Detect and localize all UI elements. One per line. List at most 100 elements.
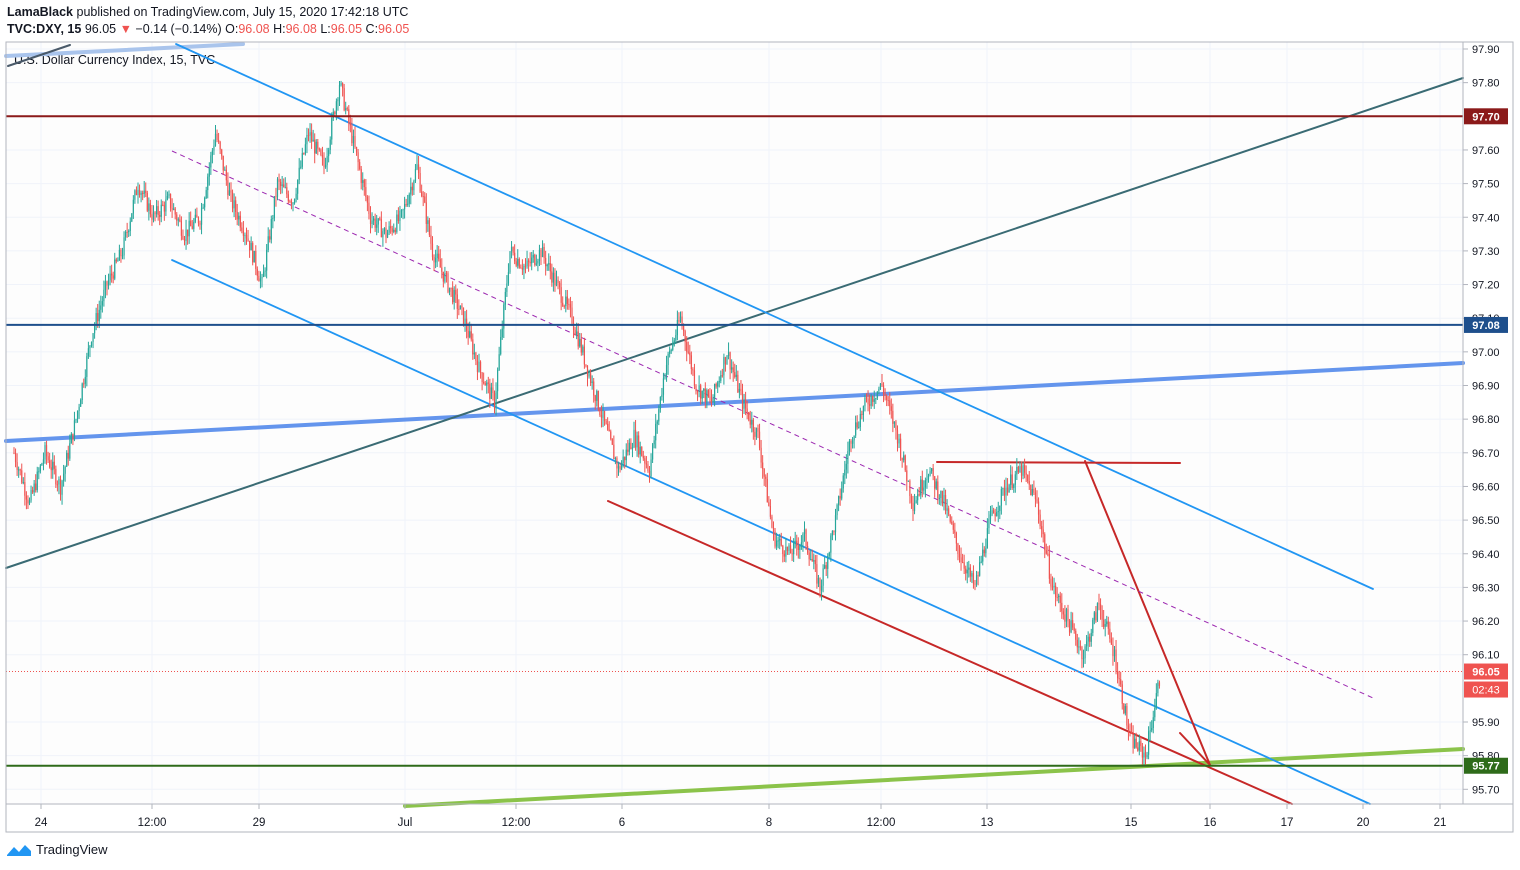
candle-body	[276, 179, 279, 197]
candle	[943, 487, 945, 511]
candle-body	[233, 200, 235, 209]
candle-body	[1130, 732, 1133, 734]
candle	[983, 546, 985, 557]
candle	[328, 147, 330, 163]
candle-body	[207, 176, 209, 191]
candle	[656, 419, 658, 434]
candle	[816, 554, 818, 589]
candle-body	[855, 422, 857, 436]
candle-body	[218, 139, 220, 142]
candle-body	[901, 457, 903, 461]
candle-body	[838, 496, 840, 505]
candle-body	[816, 564, 818, 584]
candle	[295, 187, 297, 203]
plot-area[interactable]	[6, 42, 1463, 804]
candle	[541, 240, 544, 258]
candle	[256, 266, 258, 281]
candle	[281, 176, 283, 194]
level-tag-97.08	[1464, 316, 1508, 333]
candle-body	[807, 545, 809, 553]
candle	[100, 295, 102, 319]
candle	[1047, 546, 1049, 557]
candle	[579, 332, 581, 348]
candle	[546, 263, 548, 271]
tradingview-logo-icon[interactable]	[6, 843, 32, 857]
candle-body	[1121, 684, 1123, 704]
candle-body	[404, 204, 406, 210]
author-name[interactable]: LamaBlack	[7, 5, 74, 19]
chart-frame	[5, 41, 1514, 833]
candle	[428, 217, 430, 238]
candle	[693, 363, 696, 390]
candle-body	[126, 231, 128, 233]
y-tick-label: 96.70	[1472, 448, 1500, 460]
candle-body	[134, 190, 136, 200]
time-axis[interactable]: 24 12:00 29 Jul 12:00 6 8 12:00 13 15 16 17 20 21	[35, 804, 1447, 829]
candle	[190, 211, 192, 227]
candle	[862, 405, 864, 422]
candle-body	[763, 468, 765, 477]
candle-body	[1092, 619, 1094, 633]
candle	[1056, 587, 1058, 602]
candle-body	[1075, 630, 1077, 640]
candle	[56, 480, 58, 492]
candle	[510, 241, 513, 259]
candle	[898, 433, 900, 449]
candle-body	[462, 307, 465, 325]
candle	[73, 411, 76, 442]
candle-body	[851, 440, 854, 444]
candle-body	[106, 281, 108, 286]
candle	[174, 207, 176, 220]
candle	[1135, 732, 1137, 749]
candle	[224, 166, 226, 171]
candle	[596, 389, 598, 407]
candle	[763, 468, 765, 486]
candle	[514, 244, 516, 265]
candle	[701, 390, 703, 404]
candle	[118, 244, 120, 261]
candle	[766, 472, 768, 503]
candle-body	[594, 395, 596, 401]
candle-body	[1076, 639, 1078, 648]
candle-body	[1078, 646, 1080, 648]
candle-body	[706, 390, 708, 403]
symbol-label[interactable]: TVC:DXY, 15	[7, 22, 82, 36]
candle	[165, 190, 167, 217]
candle	[1070, 611, 1072, 634]
candle	[500, 329, 502, 356]
candle	[120, 248, 122, 263]
candle	[262, 264, 265, 278]
candle-body	[1082, 658, 1085, 660]
candle	[755, 427, 758, 440]
candle-body	[250, 243, 252, 251]
candle	[14, 448, 17, 468]
candle-body	[704, 388, 706, 403]
candle	[686, 336, 688, 362]
candle	[365, 179, 367, 202]
candle	[610, 429, 612, 441]
candle	[114, 252, 116, 281]
y-tick-label: 96.60	[1472, 481, 1500, 493]
candle-body	[870, 396, 872, 406]
candle-body	[696, 391, 699, 393]
candle-body	[425, 202, 427, 224]
candle	[1110, 632, 1112, 645]
candle	[900, 433, 902, 461]
candle-body	[28, 500, 31, 504]
candle	[889, 392, 891, 415]
candle	[1138, 734, 1140, 756]
candle	[638, 431, 640, 458]
candle	[377, 218, 379, 233]
candle-body	[673, 340, 675, 344]
candle-body	[717, 382, 719, 387]
brand-name[interactable]: TradingView	[36, 842, 108, 857]
candle-body	[872, 396, 874, 402]
candle	[1149, 721, 1151, 742]
candle-body	[1144, 752, 1147, 758]
candle-body	[63, 473, 65, 481]
candle	[1084, 644, 1086, 664]
candle-body	[235, 200, 237, 212]
last-price: 96.05	[84, 22, 117, 36]
